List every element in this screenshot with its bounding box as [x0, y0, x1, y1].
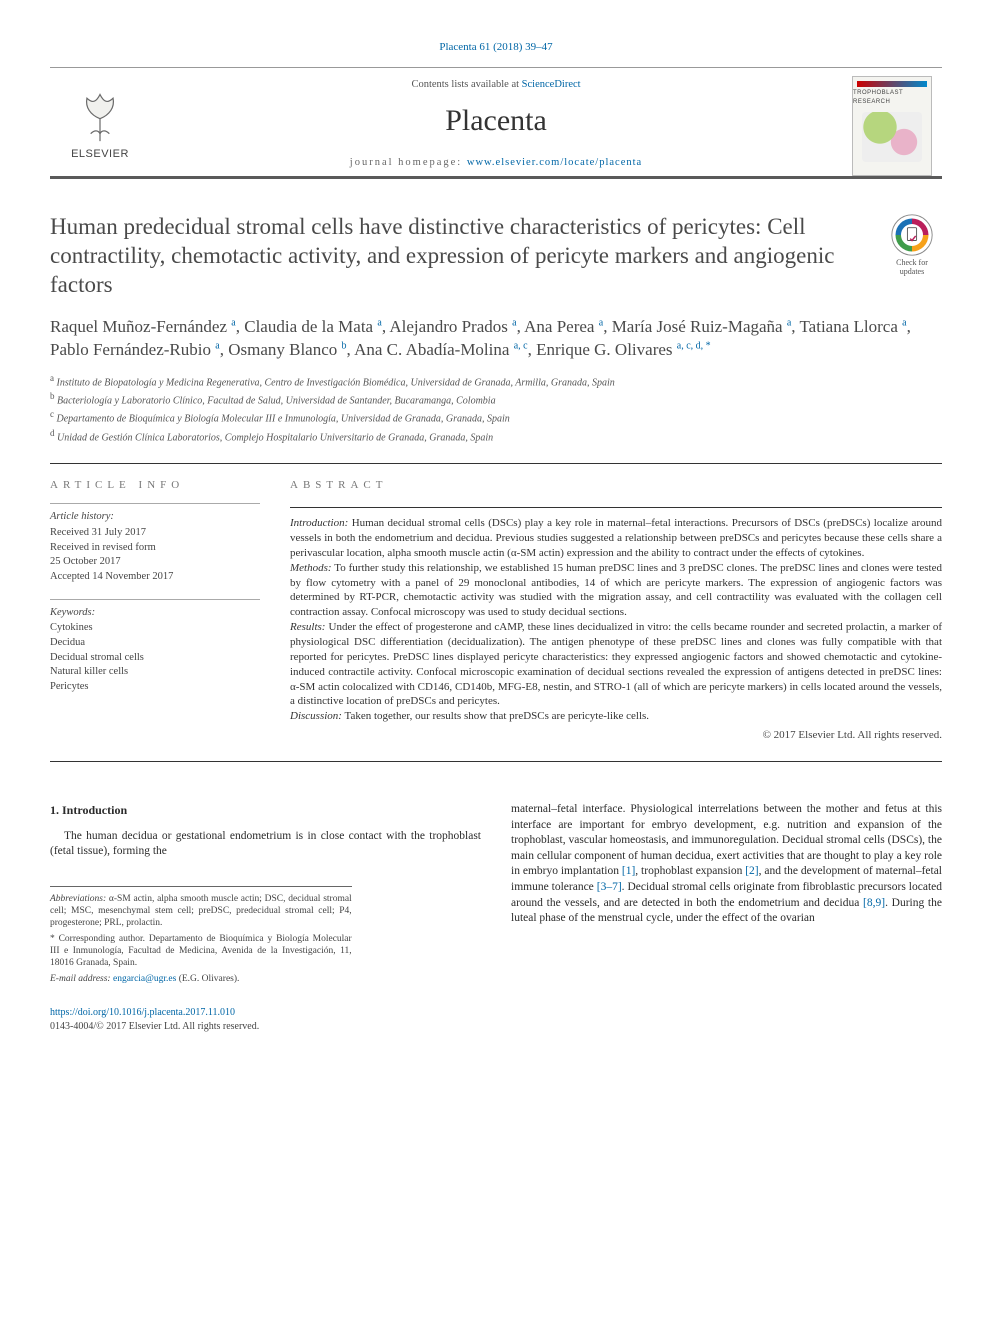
- affiliation-item: b Bacteriología y Laboratorio Clínico, F…: [50, 390, 942, 408]
- history-line: 25 October 2017: [50, 555, 260, 570]
- results-label: Results:: [290, 621, 325, 633]
- divider-rule-2: [50, 761, 942, 762]
- keyword-item: Decidua: [50, 636, 260, 651]
- p2-b: , trophoblast expansion: [635, 865, 745, 877]
- keywords-head: Keywords:: [50, 606, 260, 621]
- intro-text: Human decidual stromal cells (DSCs) play…: [290, 517, 942, 559]
- ref-link-2[interactable]: [2]: [745, 865, 758, 877]
- affiliation-list: a Instituto de Biopatología y Medicina R…: [50, 372, 942, 445]
- history-head: Article history:: [50, 510, 260, 525]
- corr-text: Corresponding author. Departamento de Bi…: [50, 934, 352, 969]
- history-line: Received in revised form: [50, 541, 260, 556]
- publisher-logo-area: ELSEVIER: [50, 87, 150, 162]
- journal-homepage-line: journal homepage: www.elsevier.com/locat…: [150, 156, 842, 171]
- email-footnote: E-mail address: engarcia@ugr.es (E.G. Ol…: [50, 973, 352, 985]
- history-line: Accepted 14 November 2017: [50, 570, 260, 585]
- ref-link-3-7[interactable]: [3–7]: [597, 881, 622, 893]
- contents-available-line: Contents lists available at ScienceDirec…: [150, 78, 842, 93]
- contents-prefix: Contents lists available at: [411, 79, 521, 90]
- sciencedirect-link[interactable]: ScienceDirect: [522, 79, 581, 90]
- elsevier-logo[interactable]: ELSEVIER: [71, 87, 129, 162]
- email-paren: (E.G. Olivares).: [176, 974, 239, 984]
- abstract-head: ABSTRACT: [290, 478, 942, 493]
- cover-art-icon: [862, 112, 922, 162]
- body-p2: maternal–fetal interface. Physiological …: [511, 802, 942, 926]
- history-line: Received 31 July 2017: [50, 526, 260, 541]
- affiliation-item: c Departamento de Bioquímica y Biología …: [50, 408, 942, 426]
- keywords-block: Keywords: CytokinesDeciduaDecidual strom…: [50, 606, 260, 695]
- corresponding-email-link[interactable]: engarcia@ugr.es: [113, 974, 176, 984]
- masthead: ELSEVIER Contents lists available at Sci…: [50, 67, 942, 179]
- methods-text: To further study this relationship, we e…: [290, 562, 942, 619]
- check-updates-line1: Check for: [896, 258, 928, 267]
- keyword-item: Cytokines: [50, 621, 260, 636]
- results-text: Under the effect of progesterone and cAM…: [290, 621, 942, 707]
- body-p1: The human decidua or gestational endomet…: [50, 829, 481, 860]
- info-subrule: [50, 503, 260, 504]
- methods-label: Methods:: [290, 562, 332, 574]
- check-updates-icon: [890, 213, 934, 257]
- footnotes: Abbreviations: α-SM actin, alpha smooth …: [50, 886, 352, 985]
- check-updates-line2: updates: [900, 267, 924, 276]
- keyword-item: Pericytes: [50, 680, 260, 695]
- citation-line: Placenta 61 (2018) 39–47: [50, 40, 942, 55]
- abbrev-footnote: Abbreviations: α-SM actin, alpha smooth …: [50, 893, 352, 930]
- abbrev-label: Abbreviations:: [50, 894, 106, 904]
- cover-strip-icon: [857, 81, 927, 87]
- article-title: Human predecidual stromal cells have dis…: [50, 213, 866, 299]
- intro-label: Introduction:: [290, 517, 348, 529]
- page-footer: https://doi.org/10.1016/j.placenta.2017.…: [50, 1006, 942, 1034]
- discussion-label: Discussion:: [290, 710, 342, 722]
- section-heading-1: 1. Introduction: [50, 802, 481, 818]
- author-list: Raquel Muñoz-Fernández a, Claudia de la …: [50, 316, 942, 362]
- doi-link[interactable]: https://doi.org/10.1016/j.placenta.2017.…: [50, 1007, 235, 1018]
- ref-link-8-9[interactable]: [8,9]: [863, 897, 885, 909]
- abstract-subrule: [290, 507, 942, 508]
- journal-cover-thumbnail[interactable]: TROPHOBLAST RESEARCH: [852, 76, 932, 176]
- journal-homepage-link[interactable]: www.elsevier.com/locate/placenta: [467, 157, 642, 168]
- cover-title: TROPHOBLAST RESEARCH: [853, 89, 931, 106]
- info-subrule-2: [50, 599, 260, 600]
- issn-copyright-line: 0143-4004/© 2017 Elsevier Ltd. All right…: [50, 1021, 259, 1032]
- ref-link-1[interactable]: [1]: [622, 865, 635, 877]
- body-right-column: maternal–fetal interface. Physiological …: [511, 802, 942, 988]
- cover-thumb-area: TROPHOBLAST RESEARCH: [842, 72, 942, 176]
- article-history-block: Article history: Received 31 July 2017Re…: [50, 510, 260, 584]
- check-updates-text: Check for updates: [896, 259, 928, 277]
- masthead-center: Contents lists available at ScienceDirec…: [150, 78, 842, 171]
- keyword-item: Decidual stromal cells: [50, 651, 260, 666]
- article-info-head: ARTICLE INFO: [50, 478, 260, 493]
- affiliation-item: d Unidad de Gestión Clínica Laboratorios…: [50, 427, 942, 445]
- article-info-column: ARTICLE INFO Article history: Received 3…: [50, 464, 260, 744]
- corresponding-footnote: * Corresponding author. Departamento de …: [50, 933, 352, 970]
- publisher-name: ELSEVIER: [71, 147, 129, 162]
- email-label: E-mail address:: [50, 974, 111, 984]
- discussion-text: Taken together, our results show that pr…: [342, 710, 649, 722]
- homepage-prefix: journal homepage:: [350, 157, 467, 168]
- journal-name: Placenta: [150, 100, 842, 142]
- body-columns: 1. Introduction The human decidua or ges…: [50, 802, 942, 988]
- abstract-text: Introduction: Human decidual stromal cel…: [290, 516, 942, 724]
- elsevier-tree-icon: [72, 87, 128, 143]
- abstract-copyright: © 2017 Elsevier Ltd. All rights reserved…: [290, 728, 942, 743]
- body-left-column: 1. Introduction The human decidua or ges…: [50, 802, 481, 988]
- affiliation-item: a Instituto de Biopatología y Medicina R…: [50, 372, 942, 390]
- abstract-column: ABSTRACT Introduction: Human decidual st…: [290, 464, 942, 744]
- keyword-item: Natural killer cells: [50, 665, 260, 680]
- check-for-updates-badge[interactable]: Check for updates: [882, 213, 942, 299]
